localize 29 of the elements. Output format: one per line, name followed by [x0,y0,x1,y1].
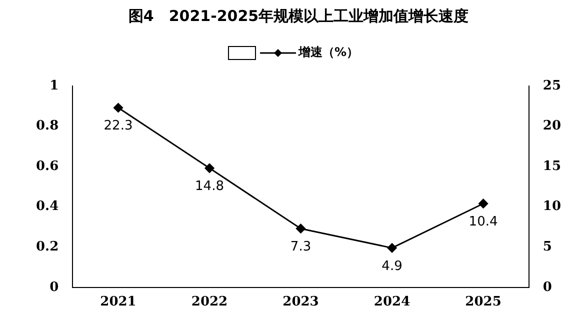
point [296,224,306,234]
x-tick-label: 2022 [191,294,228,310]
point [113,103,123,112]
data-label: 7.3 [290,239,312,254]
y-tick-label: 0.2 [36,239,59,254]
y-tick-label: 0.4 [36,199,59,214]
y2-tick-label: 0 [542,280,552,295]
x-tick-label: 2025 [465,294,502,310]
chart-title: 图4 2021-2025年规模以上工业增加值增长速度 [128,6,469,25]
legend-label: 增速（%） [298,44,359,61]
data-label: 10.4 [468,214,498,230]
y2-tick-label: 10 [542,199,562,214]
point [478,198,488,208]
y2-tick-label: 5 [542,239,552,254]
y-tick-label: 1 [50,78,59,94]
x-tick-label: 2021 [100,294,136,310]
point [204,163,214,173]
y-tick-label: 0.6 [36,158,59,174]
x-tick-label: 2024 [374,294,410,310]
y-tick-label: 0 [50,280,59,295]
x-tick-label: 2023 [282,294,319,310]
y2-tick-label: 25 [542,78,562,94]
y-tick-label: 0.8 [36,118,59,134]
y2-tick-label: 15 [542,158,562,174]
data-label: 4.9 [382,258,402,274]
data-label: 22.3 [104,118,133,134]
data-label: 14.8 [195,179,224,194]
point [387,243,397,253]
y2-tick-label: 20 [542,118,562,134]
